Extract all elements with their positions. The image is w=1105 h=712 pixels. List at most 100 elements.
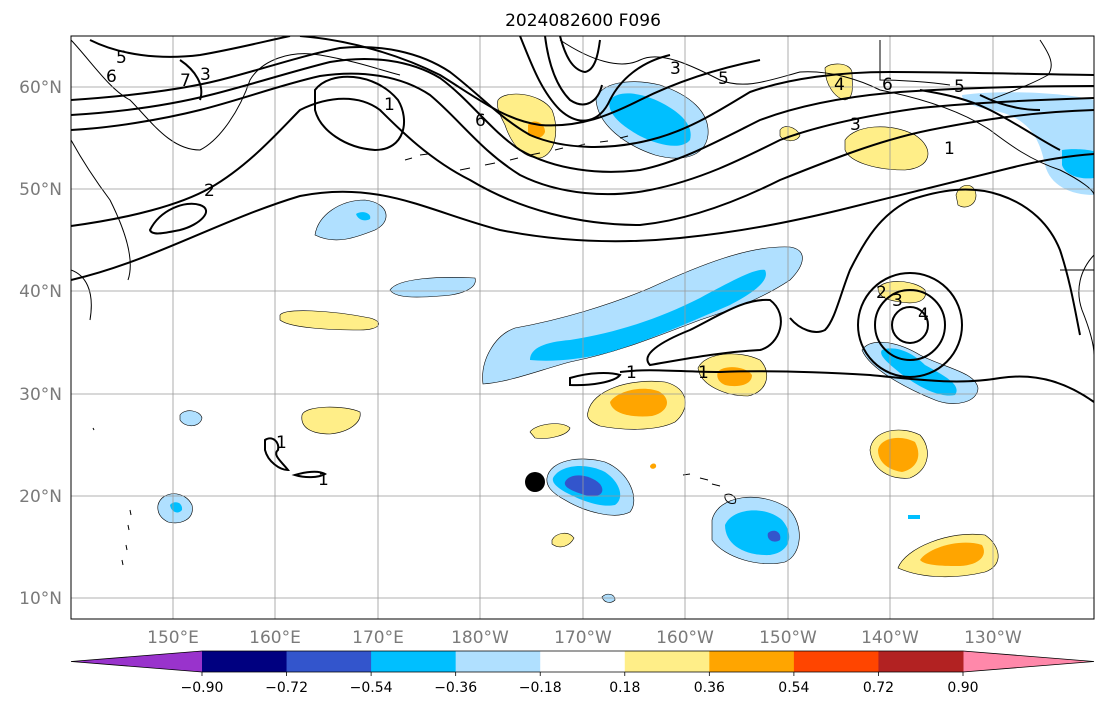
lat-label-50n: 50°N	[19, 180, 62, 200]
contour-label: 4	[834, 75, 845, 95]
contour-line	[874, 289, 946, 361]
lon-label-140w: 140°W	[861, 628, 919, 648]
contour-label: 3	[670, 59, 681, 79]
colorbar-segment	[371, 651, 457, 672]
contour-label: 3	[200, 65, 211, 85]
contour-line	[519, 36, 671, 122]
colorbar-tick-label: 0.54	[778, 680, 809, 696]
contour-line	[299, 36, 761, 127]
contour-label: 1	[318, 470, 329, 490]
contour-line	[71, 97, 1094, 227]
contour-label: 2	[876, 283, 887, 303]
colorbar-segment	[455, 651, 541, 672]
lon-label-170w: 170°W	[554, 628, 612, 648]
contour-label: 5	[718, 69, 729, 89]
lon-label-160e: 160°E	[249, 628, 301, 648]
colorbar-segment	[793, 651, 879, 672]
contour-label: 2	[204, 181, 215, 201]
contour-line	[179, 59, 203, 101]
contour-label: 5	[954, 77, 965, 97]
anomaly-region-negative	[314, 199, 387, 241]
anomaly-region-strong-negative	[767, 530, 781, 542]
storm-position-dot	[525, 472, 545, 492]
anomaly-region-positive	[529, 423, 571, 439]
colorbar-segment	[286, 651, 372, 672]
anomaly-region-negative-core	[356, 212, 371, 221]
colorbar-tick-label: −0.72	[265, 680, 308, 696]
anomaly-region-negative	[389, 277, 476, 298]
contour-line	[569, 372, 622, 387]
colorbar-extend-max	[963, 651, 1094, 672]
colorbar-segment	[202, 651, 288, 672]
figure-title: 2024082600 F096	[505, 11, 661, 31]
anomaly-region-negative-core	[881, 348, 957, 396]
contour-labels: 5 6 7 3 1 2 6 3 5 4 6 5 3 1 1 1 1 2 3 4 …	[106, 48, 965, 490]
contour-label: 1	[944, 139, 955, 159]
lon-label-150e: 150°E	[147, 628, 199, 648]
contour-label: 1	[276, 433, 287, 453]
contour-line	[619, 369, 1094, 403]
anomaly-region-negative-core	[609, 93, 691, 146]
colorbar-segment	[878, 651, 964, 672]
contour-line	[314, 75, 405, 152]
colorbar-tick-label: −0.36	[434, 680, 477, 696]
colorbar-extend-min	[71, 651, 202, 672]
contour-line	[71, 57, 1094, 173]
contour-line	[71, 153, 1094, 281]
contour-line	[857, 272, 963, 378]
anomaly-region-positive-core	[610, 388, 667, 417]
lat-label-30n: 30°N	[19, 385, 62, 405]
contour-label: 6	[475, 111, 486, 131]
colorbar-tick-label: 0.18	[609, 680, 640, 696]
anomaly-region-negative	[908, 515, 920, 519]
contour-label: 6	[106, 67, 117, 87]
contour-line	[891, 306, 929, 344]
contour-line	[71, 46, 1094, 148]
contour-label: 3	[892, 291, 903, 311]
colorbar: −0.90 −0.72 −0.54 −0.36 −0.18 0.18 0.36 0.54 0.7…	[70, 650, 1095, 696]
anomaly-region-positive-core	[920, 542, 984, 566]
lon-label-160w: 160°W	[656, 628, 714, 648]
anomaly-region-negative	[179, 410, 203, 427]
anomaly-region-positive	[650, 463, 657, 469]
contour-line	[789, 188, 1081, 336]
anomaly-region-positive	[844, 126, 929, 171]
colorbar-segment	[624, 651, 710, 672]
contour-label: 6	[882, 75, 893, 95]
lon-label-180w: 180°W	[451, 628, 509, 648]
anomaly-region-positive	[279, 310, 380, 331]
map-frame	[70, 35, 1095, 620]
anomaly-region-negative-core	[725, 510, 790, 556]
colorbar-tick-label: −0.90	[181, 680, 224, 696]
contour-line	[71, 72, 1094, 196]
colorbar-segment	[540, 651, 626, 672]
colorbar-tick-label: 0.36	[694, 680, 725, 696]
lat-label-20n: 20°N	[19, 487, 62, 507]
longitude-labels: 150°E 160°E 170°E 180°W 170°W 160°W 150°…	[147, 628, 1022, 648]
colorbar-tick-label: −0.18	[519, 680, 562, 696]
shaded-anomalies	[157, 63, 1094, 603]
contour-label: 7	[180, 71, 191, 91]
colorbar-tick-label: 0.90	[947, 680, 978, 696]
contour-label: 3	[850, 115, 861, 135]
lon-label-130w: 130°W	[964, 628, 1022, 648]
anomaly-region-positive	[497, 93, 556, 159]
contour-label: 1	[384, 95, 395, 115]
lat-label-60n: 60°N	[19, 78, 62, 98]
anomaly-region-negative	[962, 92, 1094, 195]
contour-line	[264, 437, 291, 472]
contour-line	[148, 202, 208, 235]
contour-line	[544, 36, 603, 106]
anomaly-region-negative-core	[530, 269, 766, 361]
contour-line	[979, 94, 1041, 111]
colorbar-tick-label: −0.54	[350, 680, 393, 696]
contour-line	[89, 36, 291, 58]
latitude-labels: 60°N 50°N 40°N 30°N 20°N 10°N	[19, 78, 62, 609]
contour-line	[559, 36, 601, 74]
contour-line	[646, 298, 782, 367]
contour-lines	[71, 36, 1094, 479]
contour-line	[291, 470, 328, 479]
anomaly-region-positive	[301, 406, 361, 435]
lat-label-40n: 40°N	[19, 282, 62, 302]
